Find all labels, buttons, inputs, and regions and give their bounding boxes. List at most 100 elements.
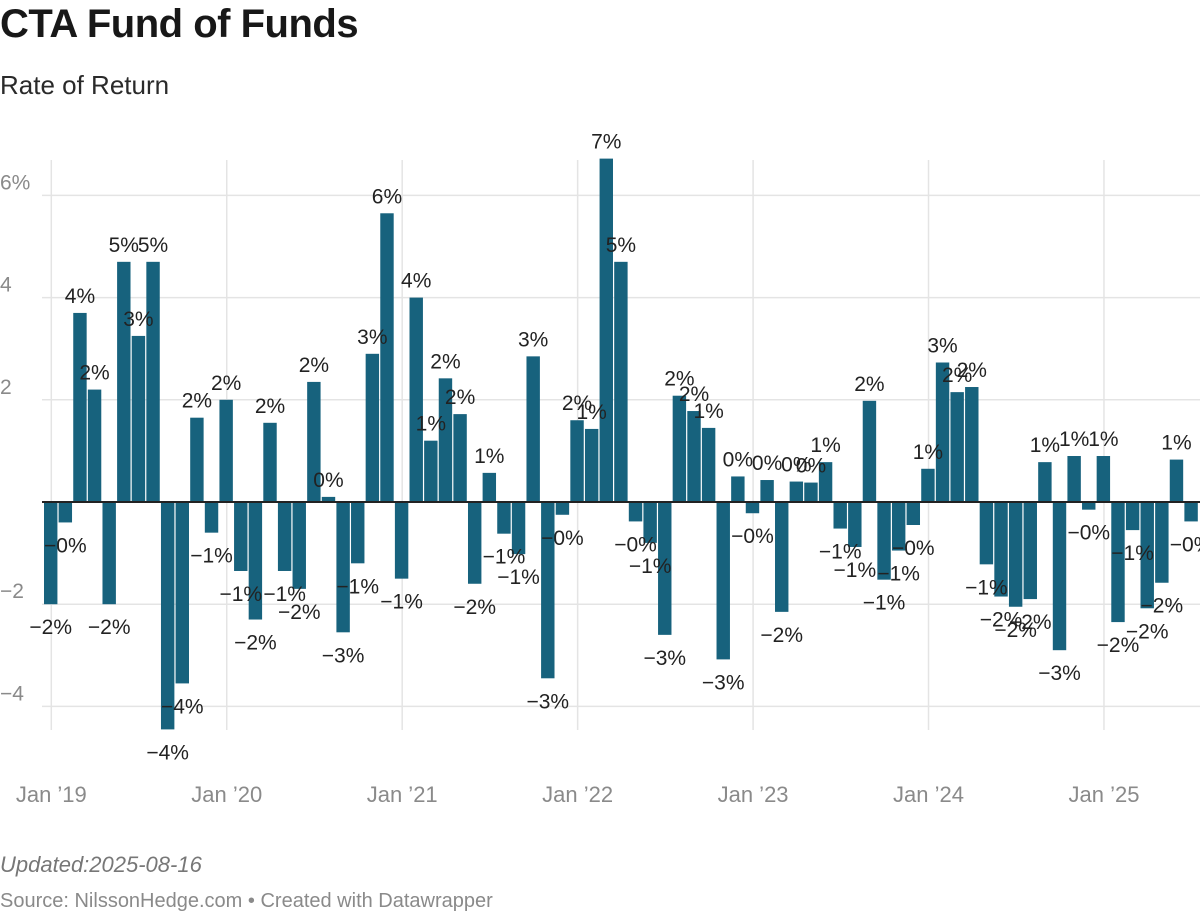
bar xyxy=(789,481,804,502)
x-tick-label: Jan ’21 xyxy=(367,782,438,807)
bar xyxy=(1052,502,1067,651)
bar xyxy=(204,502,219,533)
data-label: −1% xyxy=(219,583,262,606)
bar-chart: 6% 4 2 −2 −4 Jan ’19 Jan ’20 Jan ’21 Jan ’22 Jan … xyxy=(0,131,1200,807)
data-label: 1% xyxy=(1161,432,1191,455)
bar xyxy=(365,353,380,502)
bar xyxy=(1125,502,1140,531)
bar xyxy=(760,480,774,502)
bar xyxy=(1184,502,1198,522)
data-label: 0% xyxy=(723,448,753,471)
bar xyxy=(906,502,921,525)
bar xyxy=(701,427,716,502)
data-label: −2% xyxy=(1141,595,1184,618)
bar xyxy=(1023,502,1037,600)
data-label: −4% xyxy=(161,695,204,718)
data-label: 3% xyxy=(927,335,957,358)
chart-subtitle: Rate of Return xyxy=(0,70,170,100)
footer: Source: NilssonHedge.com • Created with … xyxy=(0,890,493,913)
bar xyxy=(526,356,540,502)
updated-note: Updated:2025-08-16 xyxy=(0,852,202,877)
data-labels: −2%−0%4%2%−2%5%3%5%−4%−4%2%−1%2%−1%−2%2%… xyxy=(29,131,1200,765)
data-label: −3% xyxy=(702,671,745,694)
data-label: 4% xyxy=(401,270,431,293)
data-label: −1% xyxy=(1111,542,1154,565)
chart-title: CTA Fund of Funds xyxy=(0,2,359,46)
data-label: −1% xyxy=(819,541,862,564)
data-label: 2% xyxy=(79,362,109,385)
data-label: 2% xyxy=(957,359,987,382)
bar xyxy=(555,502,570,515)
bar xyxy=(1155,502,1169,583)
bar xyxy=(1038,462,1052,502)
data-label: −3% xyxy=(526,690,569,713)
bar xyxy=(234,502,248,571)
bar xyxy=(380,213,394,502)
bar xyxy=(804,482,818,502)
bar xyxy=(965,387,979,502)
data-label: 1% xyxy=(810,434,840,457)
data-label: −1% xyxy=(965,576,1008,599)
data-label: −2% xyxy=(1126,620,1169,643)
data-label: −2% xyxy=(980,609,1023,632)
data-label: 1% xyxy=(474,445,504,468)
data-label: −1% xyxy=(263,583,306,606)
data-label: −0% xyxy=(731,525,774,548)
bar xyxy=(248,502,263,620)
data-label: 2% xyxy=(562,392,592,415)
bar xyxy=(862,400,877,502)
bar xyxy=(628,502,643,522)
bar xyxy=(44,502,58,605)
y-tick-label: 4 xyxy=(0,274,12,297)
data-label: 0% xyxy=(752,452,782,475)
datawrapper-credit: Created with Datawrapper xyxy=(260,890,493,912)
bar xyxy=(877,502,891,580)
bar xyxy=(716,502,730,660)
data-label: −1% xyxy=(190,545,233,568)
data-label: 5% xyxy=(109,234,139,257)
bar xyxy=(643,502,657,543)
bar xyxy=(994,502,1008,597)
bar xyxy=(511,502,526,555)
data-label: 5% xyxy=(138,234,168,257)
data-label: 2% xyxy=(430,350,460,373)
bar xyxy=(219,399,233,502)
data-label: 6% xyxy=(372,185,402,208)
bar xyxy=(584,428,599,502)
data-label: 2% xyxy=(664,368,694,391)
data-label: 0% xyxy=(781,454,811,477)
bar xyxy=(921,468,935,502)
data-label: −1% xyxy=(834,559,877,582)
bars xyxy=(44,158,1198,730)
data-label: −4% xyxy=(146,741,189,764)
data-label: 2% xyxy=(854,373,884,396)
bar xyxy=(541,502,555,679)
data-label: −2% xyxy=(1009,611,1052,634)
data-label: 2% xyxy=(182,390,212,413)
data-label: −0% xyxy=(541,527,584,550)
bar xyxy=(424,440,438,502)
data-label: 1% xyxy=(1059,428,1089,451)
bar xyxy=(497,502,511,534)
bar xyxy=(292,502,306,589)
bar xyxy=(321,496,336,502)
data-label: −1% xyxy=(629,555,672,578)
data-label: 0% xyxy=(796,455,826,478)
x-tick-label: Jan ’20 xyxy=(191,782,262,807)
bar xyxy=(277,502,292,571)
data-label: 1% xyxy=(576,401,606,424)
data-label: −2% xyxy=(88,616,131,639)
bar xyxy=(818,462,833,502)
bar xyxy=(87,389,102,502)
bar xyxy=(672,395,687,502)
bar xyxy=(891,502,906,551)
bar xyxy=(453,414,467,502)
bar xyxy=(1082,502,1096,510)
bar xyxy=(1008,502,1023,607)
bar xyxy=(1111,502,1125,623)
bar xyxy=(438,378,453,502)
bar xyxy=(833,502,847,529)
data-label: −0% xyxy=(1067,522,1110,545)
data-label: 5% xyxy=(606,234,636,257)
bar xyxy=(570,420,584,502)
